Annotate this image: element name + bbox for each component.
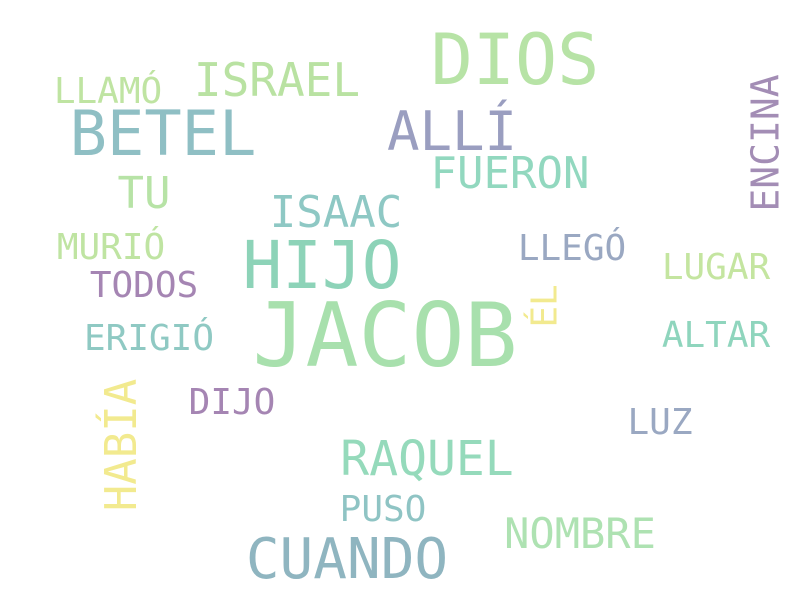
word-raquel: RAQUEL bbox=[340, 431, 514, 487]
word-encina: ENCINA bbox=[744, 74, 788, 212]
word-cuando: CUANDO bbox=[245, 527, 449, 592]
word-dios: DIOS bbox=[430, 19, 600, 101]
word-llego: LLEGÓ bbox=[517, 228, 627, 269]
word-erigio: ERIGIÓ bbox=[83, 318, 215, 359]
word-habia: HABÍA bbox=[95, 378, 147, 512]
word-jacob: JACOB bbox=[252, 284, 518, 387]
word-llamo: LLAMÓ bbox=[53, 71, 163, 112]
word-todos: TODOS bbox=[89, 265, 199, 306]
word-puso: PUSO bbox=[339, 489, 427, 530]
word-dijo: DIJO bbox=[188, 382, 276, 423]
word-murio: MURIÓ bbox=[56, 227, 166, 268]
word-betel: BETEL bbox=[69, 97, 257, 170]
word-alli: ALLÍ bbox=[386, 100, 518, 163]
word-el: ÉL bbox=[524, 284, 566, 328]
word-hijo: HIJO bbox=[242, 227, 402, 304]
word-tu: TU bbox=[117, 168, 171, 219]
word-luz: LUZ bbox=[627, 402, 693, 443]
word-altar: ALTAR bbox=[661, 315, 771, 356]
word-israel: ISRAEL bbox=[193, 53, 361, 107]
word-fueron: FUERON bbox=[430, 148, 590, 199]
word-lugar: LUGAR bbox=[661, 247, 771, 288]
word-nombre: NOMBRE bbox=[504, 509, 656, 558]
word-isaac: ISAAC bbox=[269, 187, 403, 238]
